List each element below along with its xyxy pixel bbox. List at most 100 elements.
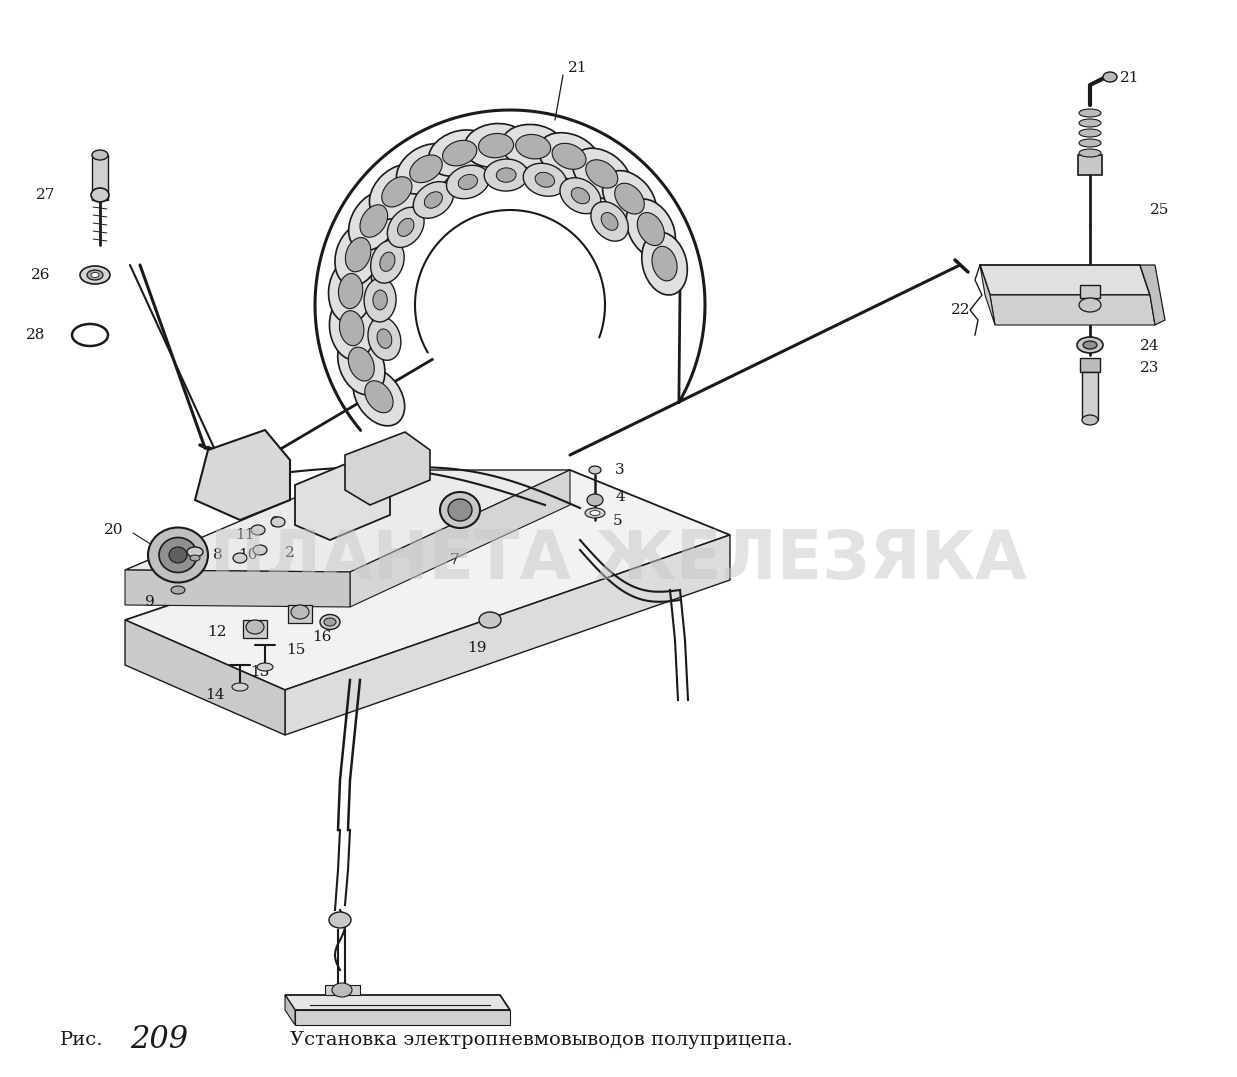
Text: 5: 5: [614, 514, 622, 528]
Ellipse shape: [1084, 341, 1097, 349]
Polygon shape: [125, 470, 570, 572]
Polygon shape: [285, 995, 294, 1025]
Ellipse shape: [1079, 139, 1101, 146]
Ellipse shape: [424, 192, 443, 208]
Text: 3: 3: [615, 463, 625, 477]
Ellipse shape: [585, 508, 605, 518]
Ellipse shape: [349, 347, 375, 381]
Polygon shape: [350, 470, 570, 607]
Polygon shape: [125, 620, 285, 735]
Ellipse shape: [246, 620, 263, 634]
Ellipse shape: [409, 155, 443, 183]
Ellipse shape: [382, 177, 412, 207]
Text: 15: 15: [286, 643, 306, 657]
Ellipse shape: [443, 140, 476, 166]
Polygon shape: [288, 605, 312, 623]
Text: ПЛАНЕТА ЖЕЛЕЗЯКА: ПЛАНЕТА ЖЕЛЕЗЯКА: [209, 527, 1027, 593]
Polygon shape: [1077, 155, 1102, 174]
Text: 209: 209: [130, 1024, 188, 1055]
Ellipse shape: [637, 212, 664, 246]
Polygon shape: [125, 470, 730, 690]
Ellipse shape: [364, 278, 396, 322]
Text: Рис.: Рис.: [61, 1031, 104, 1049]
Text: 10: 10: [239, 548, 257, 562]
Ellipse shape: [365, 381, 393, 412]
Text: 11: 11: [235, 528, 255, 542]
Ellipse shape: [591, 201, 628, 241]
Ellipse shape: [354, 367, 404, 425]
Ellipse shape: [496, 168, 516, 182]
Text: 24: 24: [1141, 339, 1160, 353]
Text: 22: 22: [950, 303, 970, 317]
Ellipse shape: [588, 494, 602, 506]
Polygon shape: [285, 995, 510, 1010]
Ellipse shape: [602, 170, 657, 226]
Ellipse shape: [291, 605, 309, 619]
Ellipse shape: [560, 178, 601, 213]
Polygon shape: [92, 155, 108, 200]
Ellipse shape: [536, 172, 554, 187]
Text: 28: 28: [26, 328, 45, 342]
Ellipse shape: [380, 252, 395, 271]
Ellipse shape: [615, 183, 644, 214]
Text: 7: 7: [450, 553, 460, 567]
Ellipse shape: [171, 586, 186, 595]
Ellipse shape: [332, 983, 353, 997]
Polygon shape: [294, 1010, 510, 1025]
Ellipse shape: [448, 499, 473, 521]
Ellipse shape: [339, 274, 362, 309]
Ellipse shape: [320, 615, 340, 629]
Ellipse shape: [1082, 415, 1098, 425]
Text: Установка электропневмовыводов полуприцепа.: Установка электропневмовыводов полуприце…: [289, 1031, 793, 1049]
Ellipse shape: [523, 164, 567, 196]
Ellipse shape: [335, 224, 381, 285]
Text: 2: 2: [285, 546, 294, 560]
Ellipse shape: [339, 310, 364, 346]
Ellipse shape: [271, 517, 285, 527]
Text: 17: 17: [365, 468, 385, 482]
Ellipse shape: [573, 149, 631, 199]
Ellipse shape: [571, 187, 590, 204]
Polygon shape: [980, 265, 1150, 295]
Ellipse shape: [538, 132, 600, 180]
Text: 6: 6: [270, 516, 280, 530]
Ellipse shape: [371, 240, 404, 283]
Ellipse shape: [92, 150, 108, 160]
Ellipse shape: [80, 266, 110, 284]
Polygon shape: [195, 430, 289, 520]
Text: 21: 21: [568, 61, 588, 75]
Ellipse shape: [387, 207, 424, 248]
Ellipse shape: [652, 247, 677, 281]
Ellipse shape: [254, 545, 267, 555]
Ellipse shape: [1077, 337, 1103, 353]
Ellipse shape: [642, 233, 688, 295]
Ellipse shape: [257, 663, 273, 671]
Ellipse shape: [1079, 109, 1101, 117]
Ellipse shape: [349, 192, 400, 251]
Ellipse shape: [329, 912, 351, 928]
Text: 18: 18: [374, 383, 392, 397]
Ellipse shape: [601, 212, 618, 230]
Ellipse shape: [367, 317, 401, 361]
Ellipse shape: [148, 528, 208, 583]
Ellipse shape: [233, 553, 247, 563]
Text: 23: 23: [1141, 361, 1160, 375]
Polygon shape: [242, 620, 267, 638]
Text: 27: 27: [36, 188, 54, 202]
Ellipse shape: [626, 199, 675, 260]
Ellipse shape: [190, 555, 200, 561]
Ellipse shape: [396, 143, 455, 194]
Ellipse shape: [1103, 72, 1117, 82]
Ellipse shape: [479, 134, 513, 157]
Ellipse shape: [413, 182, 454, 219]
Ellipse shape: [428, 130, 491, 177]
Polygon shape: [125, 570, 350, 607]
Ellipse shape: [458, 174, 477, 190]
Ellipse shape: [589, 466, 601, 474]
Polygon shape: [990, 295, 1155, 325]
Ellipse shape: [360, 205, 387, 237]
Ellipse shape: [92, 188, 109, 202]
Ellipse shape: [590, 510, 600, 516]
Ellipse shape: [372, 290, 387, 310]
Ellipse shape: [479, 612, 501, 628]
